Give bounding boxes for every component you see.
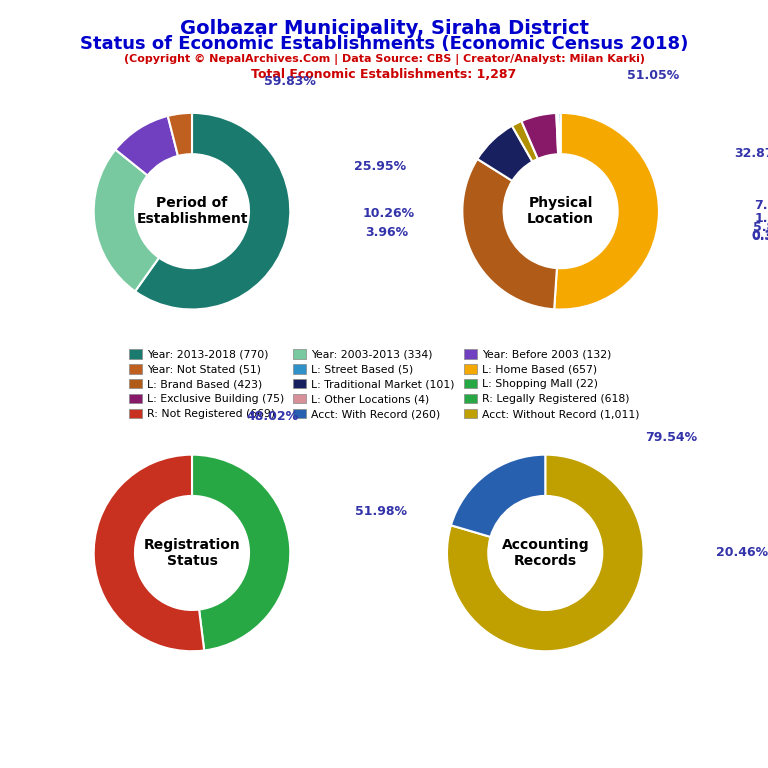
- Legend: Year: 2013-2018 (770), Year: Not Stated (51), L: Brand Based (423), L: Exclusive: Year: 2013-2018 (770), Year: Not Stated …: [128, 349, 640, 419]
- Text: Accounting
Records: Accounting Records: [502, 538, 589, 568]
- Text: Period of
Establishment: Period of Establishment: [136, 196, 248, 227]
- Wedge shape: [451, 455, 545, 537]
- Text: 20.46%: 20.46%: [716, 546, 768, 559]
- Text: 1.71%: 1.71%: [754, 211, 768, 224]
- Text: 51.05%: 51.05%: [627, 69, 680, 82]
- Wedge shape: [447, 455, 644, 651]
- Wedge shape: [558, 113, 561, 154]
- Wedge shape: [94, 455, 204, 651]
- Text: 79.54%: 79.54%: [645, 432, 697, 444]
- Wedge shape: [521, 113, 558, 159]
- Wedge shape: [462, 159, 557, 310]
- Wedge shape: [512, 121, 538, 161]
- Wedge shape: [554, 113, 659, 310]
- Wedge shape: [115, 116, 178, 175]
- Text: Status of Economic Establishments (Economic Census 2018): Status of Economic Establishments (Econo…: [80, 35, 688, 52]
- Text: 51.98%: 51.98%: [355, 505, 407, 518]
- Text: 32.87%: 32.87%: [733, 147, 768, 161]
- Text: 59.83%: 59.83%: [264, 74, 316, 88]
- Text: Physical
Location: Physical Location: [527, 196, 594, 227]
- Text: 0.39%: 0.39%: [751, 230, 768, 243]
- Wedge shape: [94, 150, 159, 291]
- Text: 48.02%: 48.02%: [246, 409, 298, 422]
- Text: 7.85%: 7.85%: [754, 199, 768, 212]
- Text: 3.96%: 3.96%: [366, 226, 409, 239]
- Wedge shape: [192, 455, 290, 650]
- Wedge shape: [167, 113, 192, 156]
- Text: 0.31%: 0.31%: [752, 230, 768, 243]
- Wedge shape: [135, 113, 290, 310]
- Text: 5.83%: 5.83%: [753, 221, 768, 234]
- Text: 10.26%: 10.26%: [362, 207, 415, 220]
- Text: Golbazar Municipality, Siraha District: Golbazar Municipality, Siraha District: [180, 19, 588, 38]
- Wedge shape: [556, 113, 559, 154]
- Text: Total Economic Establishments: 1,287: Total Economic Establishments: 1,287: [251, 68, 517, 81]
- Wedge shape: [478, 126, 532, 181]
- Text: 25.95%: 25.95%: [354, 161, 406, 174]
- Text: Registration
Status: Registration Status: [144, 538, 240, 568]
- Text: (Copyright © NepalArchives.Com | Data Source: CBS | Creator/Analyst: Milan Karki: (Copyright © NepalArchives.Com | Data So…: [124, 54, 644, 65]
